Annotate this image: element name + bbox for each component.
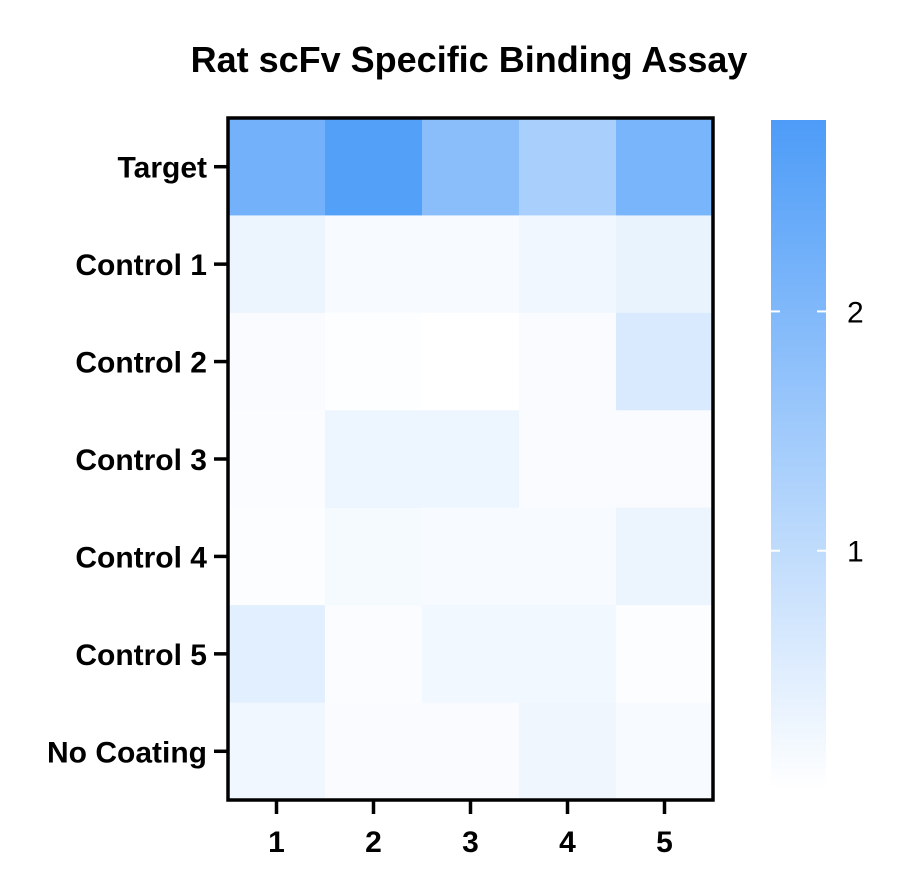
x-axis: 1 2 3 4 5 [268, 800, 673, 859]
x-tick-label: 2 [365, 826, 382, 859]
heatmap-cell [325, 312, 423, 411]
heatmap-cell [519, 215, 617, 314]
colorbar-ticks: 12 [771, 296, 864, 569]
x-tick-label: 4 [559, 826, 576, 859]
colorbar-tick-label: 2 [847, 296, 864, 329]
heatmap-cell [519, 507, 617, 606]
heatmap-cell [422, 702, 520, 801]
heatmap-cell [519, 410, 617, 509]
heatmap-cell [422, 605, 520, 704]
heatmap-cell [228, 702, 326, 801]
x-tick-label: 5 [656, 826, 673, 859]
heatmap-cell [325, 410, 423, 509]
heatmap-cell [325, 215, 423, 314]
y-tick-label: Control 4 [75, 541, 207, 574]
heatmap-cell [422, 312, 520, 411]
y-tick-label: Target [118, 152, 207, 185]
heatmap-cell [616, 215, 714, 314]
heatmap-cell [616, 702, 714, 801]
y-tick-label: Control 5 [75, 639, 207, 672]
y-tick-label: Control 3 [75, 444, 207, 477]
heatmap-cell [422, 215, 520, 314]
heatmap-cell [325, 605, 423, 704]
heatmap-cell [228, 312, 326, 411]
heatmap-cell [616, 507, 714, 606]
colorbar [771, 120, 826, 790]
heatmap-cell [228, 118, 326, 217]
heatmap-cell [519, 605, 617, 704]
heatmap-cell [519, 702, 617, 801]
heatmap-cell [616, 312, 714, 411]
y-tick-label: Control 2 [75, 347, 207, 380]
heatmap-cell [519, 312, 617, 411]
heatmap-cell [228, 215, 326, 314]
heatmap-cell [422, 118, 520, 217]
heatmap-cell [325, 118, 423, 217]
heatmap-cell [422, 410, 520, 509]
heatmap-cell [616, 410, 714, 509]
x-tick-label: 3 [462, 826, 479, 859]
heatmap-cell [519, 118, 617, 217]
chart-title: Rat scFv Specific Binding Assay [191, 39, 748, 80]
heatmap-cell [422, 507, 520, 606]
x-tick-label: 1 [268, 826, 285, 859]
heatmap-cell [228, 507, 326, 606]
heatmap-cell [616, 118, 714, 217]
y-axis: Target Control 1 Control 2 Control 3 Control… [47, 152, 228, 769]
heatmap-cell [228, 605, 326, 704]
colorbar-tick-label: 1 [847, 536, 864, 569]
heatmap-cell [325, 507, 423, 606]
y-tick-label: Control 1 [75, 249, 207, 282]
heatmap-cell [325, 702, 423, 801]
heatmap-cell [616, 605, 714, 704]
heatmap-cell [228, 410, 326, 509]
y-tick-label: No Coating [47, 736, 207, 769]
heatmap-cells [228, 118, 714, 801]
